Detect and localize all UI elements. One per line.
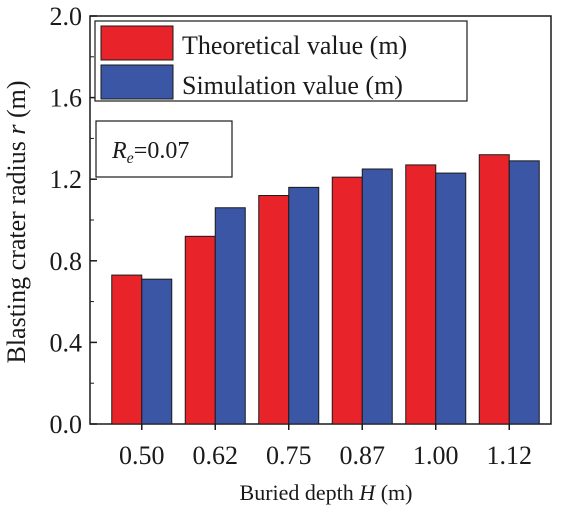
bar-simulation-1.12	[508, 160, 540, 425]
legend-label-simulation: Simulation value (m)	[182, 71, 403, 100]
bar-theoretical-0.62	[184, 235, 216, 425]
bar-theoretical-0.50	[111, 274, 143, 425]
y-axis-title: Blasting crater radius r (m)	[2, 80, 31, 363]
y-tick-label: 0.4	[50, 328, 83, 357]
x-tick-label: 0.62	[193, 441, 239, 470]
bar-theoretical-1.00	[405, 164, 437, 425]
bar-simulation-0.87	[361, 168, 393, 425]
x-tick-label: 0.50	[119, 441, 165, 470]
y-tick-label: 0.0	[50, 410, 83, 439]
x-axis: 0.50 0.62 0.75 0.87 1.00 1.12	[119, 424, 532, 470]
annotation: Re=0.07	[95, 120, 233, 178]
bar-simulation-0.75	[288, 186, 320, 425]
bar-simulation-1.00	[435, 172, 467, 425]
x-tick-label: 1.12	[487, 441, 533, 470]
annotation-box	[95, 120, 233, 178]
x-tick-label: 0.75	[266, 441, 312, 470]
y-tick-label: 1.2	[50, 165, 83, 194]
legend-swatch-simulation	[100, 64, 174, 100]
bar-theoretical-1.12	[478, 154, 510, 425]
x-tick-label: 0.87	[340, 441, 386, 470]
x-tick-label: 1.00	[413, 441, 459, 470]
legend-swatch-theoretical	[100, 25, 174, 61]
bar-theoretical-0.87	[331, 176, 363, 425]
y-tick-label: 0.8	[50, 247, 83, 276]
y-tick-label: 2.0	[50, 2, 83, 31]
annotation-text: Re=0.07	[111, 138, 189, 167]
legend-label-theoretical: Theoretical value (m)	[182, 31, 407, 60]
x-axis-title: Buried depth H (m)	[240, 480, 413, 505]
y-axis: 0.0 0.4 0.8 1.2 1.6 2.0	[50, 2, 97, 439]
bar-simulation-0.62	[214, 207, 246, 425]
y-tick-label: 1.6	[50, 84, 83, 113]
bars-group	[111, 154, 540, 425]
legend: Theoretical value (m) Simulation value (…	[94, 20, 468, 102]
bar-simulation-0.50	[141, 278, 173, 425]
bar-theoretical-0.75	[258, 195, 290, 425]
